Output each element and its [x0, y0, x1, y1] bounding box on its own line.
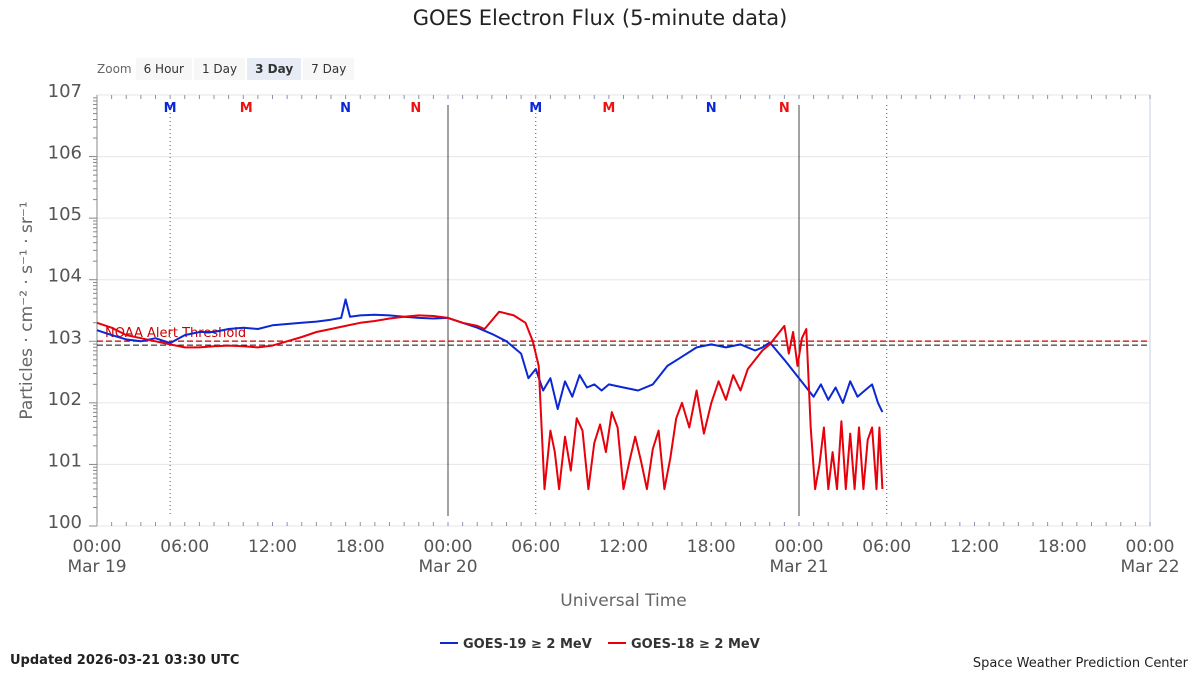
zoom-7-day-button[interactable]: 7 Day — [303, 58, 355, 80]
x-tick-time-label: 06:00 — [160, 537, 209, 557]
x-tick-date-label: Mar 19 — [67, 557, 126, 577]
chart-title: GOES Electron Flux (5-minute data) — [412, 6, 788, 30]
x-tick-time-label: 12:00 — [248, 537, 297, 557]
legend-label: GOES-19 ≥ 2 MeV — [463, 637, 592, 652]
series-line-goes-18 — [96, 310, 884, 491]
noon-midnight-marker: N — [779, 101, 790, 116]
x-tick-date-label: Mar 21 — [769, 557, 828, 577]
x-tick-time-label: 06:00 — [511, 537, 560, 557]
zoom-label: Zoom — [97, 62, 132, 76]
x-axis-title: Universal Time — [560, 591, 686, 611]
zoom-1-day-button[interactable]: 1 Day — [193, 58, 246, 80]
credit-label: Space Weather Prediction Center — [972, 656, 1188, 671]
y-tick-label: 102 — [48, 389, 82, 410]
y-tick-label: 101 — [48, 450, 82, 471]
y-tick-label: 103 — [48, 327, 82, 348]
noon-midnight-marker: M — [240, 101, 253, 116]
legend-label: GOES-18 ≥ 2 MeV — [631, 637, 760, 652]
noon-midnight-marker: M — [529, 101, 542, 116]
noon-midnight-marker: M — [164, 101, 177, 116]
noon-midnight-marker: N — [410, 101, 421, 116]
x-tick-time-label: 12:00 — [599, 537, 648, 557]
x-tick-date-label: Mar 20 — [418, 557, 477, 577]
x-tick-time-label: 18:00 — [687, 537, 736, 557]
x-tick-time-label: 00:00 — [775, 537, 824, 557]
zoom-3-day-button[interactable]: 3 Day — [247, 58, 302, 80]
x-tick-time-label: 00:00 — [1126, 537, 1175, 557]
zoom-6-hour-button[interactable]: 6 Hour — [135, 58, 192, 80]
legend-item: GOES-18 ≥ 2 MeV — [608, 637, 760, 652]
noon-midnight-marker: M — [602, 101, 615, 116]
x-tick-time-label: 00:00 — [424, 537, 473, 557]
x-tick-date-label: Mar 22 — [1120, 557, 1179, 577]
x-tick-time-label: 12:00 — [950, 537, 999, 557]
series-line-goes-19 — [96, 298, 884, 413]
noon-midnight-marker: N — [706, 101, 717, 116]
y-tick-label: 106 — [48, 143, 82, 164]
y-tick-label: 100 — [48, 512, 82, 533]
x-tick-time-label: 06:00 — [862, 537, 911, 557]
y-tick-label: 104 — [48, 266, 82, 287]
x-tick-time-label: 00:00 — [73, 537, 122, 557]
x-tick-time-label: 18:00 — [1038, 537, 1087, 557]
plot-area — [96, 94, 1151, 527]
zoom-bar: Zoom 6 Hour 1 Day 3 Day 7 Day — [97, 58, 356, 80]
y-axis-title: Particles · cm⁻² · s⁻¹ · sr⁻¹ — [17, 201, 37, 419]
legend-item: GOES-19 ≥ 2 MeV — [440, 637, 592, 652]
y-tick-label: 105 — [48, 204, 82, 225]
y-tick-label: 107 — [48, 81, 82, 102]
updated-timestamp: Updated 2026-03-21 03:30 UTC — [10, 653, 240, 668]
x-tick-time-label: 18:00 — [336, 537, 385, 557]
noon-midnight-marker: N — [340, 101, 351, 116]
